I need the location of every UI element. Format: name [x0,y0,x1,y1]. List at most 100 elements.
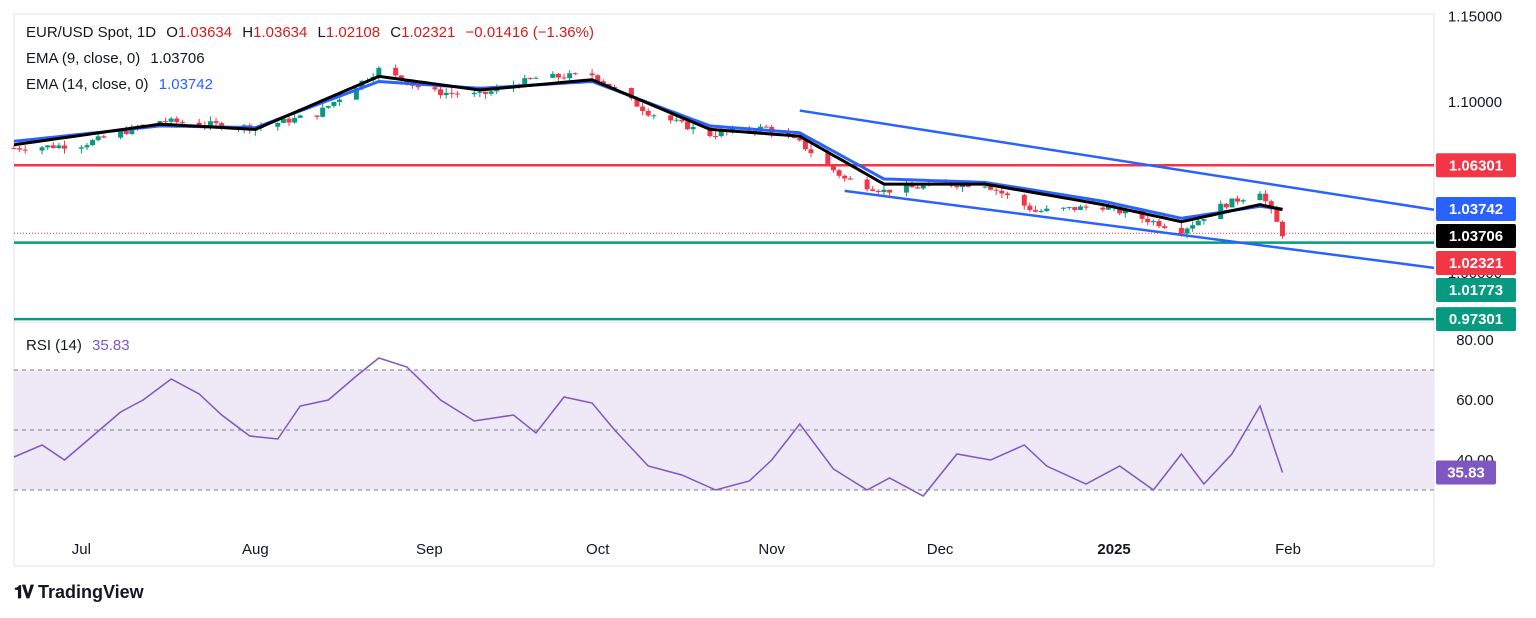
open-label: O [166,24,178,41]
legend-ema9: EMA (9, close, 0) 1.03706 [26,50,211,67]
candle-body [90,140,96,146]
candle-body [331,101,337,106]
candle-body [1229,198,1235,208]
candle-body [825,153,831,165]
candle-body [870,189,876,191]
candle-body [415,85,421,88]
close-label: C [390,24,402,41]
candle-body [11,148,17,150]
candle-body [1268,201,1274,210]
candle-body [1033,210,1039,212]
candle-body [645,111,651,116]
ema14-value: 1.03742 [158,76,213,93]
candle-body [572,73,578,75]
candle-body [651,115,657,117]
ema9-label: EMA (9, close, 0) [26,50,141,67]
candle-body [915,187,921,189]
candle-body [864,179,870,190]
candle-body [887,189,893,193]
candle-body [50,145,56,148]
candle-body [179,122,185,124]
ema9-line [13,74,1283,224]
high-label: H [242,24,254,41]
rsi-value-badge [1436,460,1496,485]
candle-body [471,92,477,95]
candle-body [1038,211,1044,213]
legend-ema14: EMA (14, close, 0) 1.03742 [26,76,219,93]
time-axis-tick: Jul [72,541,91,558]
candle-body [123,130,129,134]
price-badge-text: 1.06301 [1449,157,1503,174]
candle-body [1263,193,1269,202]
candle-body [903,185,909,193]
candle-body [875,190,881,193]
candle-body [174,118,180,123]
price-badge-1.02321 [1436,251,1516,276]
candle-body [842,175,848,179]
candle-body [1257,193,1263,201]
candle-body [1027,205,1033,211]
candle-body [628,88,634,99]
candle-body [213,121,219,124]
candle-body [718,131,724,137]
candle-body [62,145,68,149]
candle-body [685,121,691,130]
candle-body [1150,221,1156,223]
candle-body [589,73,595,76]
candle-body [438,89,444,96]
candle-body [1021,195,1027,206]
candle-body [1235,198,1241,202]
rsi-band [14,370,1434,490]
candle-body [1195,220,1201,226]
candle-body [482,91,488,94]
candle-body [982,186,988,188]
candle-body [909,185,915,188]
candle-body [393,67,399,76]
low-value: 1.02108 [325,24,381,41]
candle-body [1178,227,1184,234]
candle-body [1190,225,1196,229]
time-axis-tick: Nov [758,541,785,558]
legend-rsi: RSI (14) 35.83 [26,337,136,354]
tradingview-brand[interactable]: 𝟏𝐕 TradingView [14,582,144,603]
time-axis-tick: Dec [927,541,954,558]
candle-body [1100,207,1106,210]
candle-body [1223,203,1229,208]
time-axis-tick: 2025 [1097,541,1130,558]
price-badge-0.97301 [1436,307,1516,332]
candle-body [39,147,45,151]
tradingview-logo-icon: 𝟏𝐕 [14,582,34,602]
time-axis-tick: Sep [416,541,443,558]
candle-body [95,136,101,141]
price-badge-text: 1.03706 [1449,228,1503,245]
legend-ohlc: EUR/USD Spot, 1D O1.03634 H1.03634 L1.02… [26,24,600,41]
candle-body [808,149,814,154]
time-axis-tick: Oct [586,541,610,558]
candle-body [763,126,769,128]
rsi-line [13,357,1284,497]
time-axis-tick: Feb [1275,541,1301,558]
candle-body [477,91,483,93]
low-label: L [317,24,326,41]
candle-body [163,121,169,123]
candle-body [320,107,326,117]
candle-body [679,119,685,122]
candle-body [690,126,696,130]
candle-body [555,73,561,78]
candle-body [207,121,213,126]
price-axis-tick: 1.10000 [1448,94,1502,111]
channel-lower-line [844,189,1435,270]
price-axis-tick: 1.15000 [1448,9,1502,26]
rsi-axis-tick: 60.00 [1456,392,1494,409]
candle-body [314,115,320,117]
rsi-label: RSI (14) [26,337,82,354]
price-badge-text: 0.97301 [1449,311,1503,328]
candle-body [1162,226,1168,228]
candle-body [1240,200,1246,202]
candle-body [449,92,455,94]
candle-body [1117,206,1123,214]
candle-body [1044,208,1050,212]
candle-body [668,115,674,121]
candle-body [118,130,124,138]
